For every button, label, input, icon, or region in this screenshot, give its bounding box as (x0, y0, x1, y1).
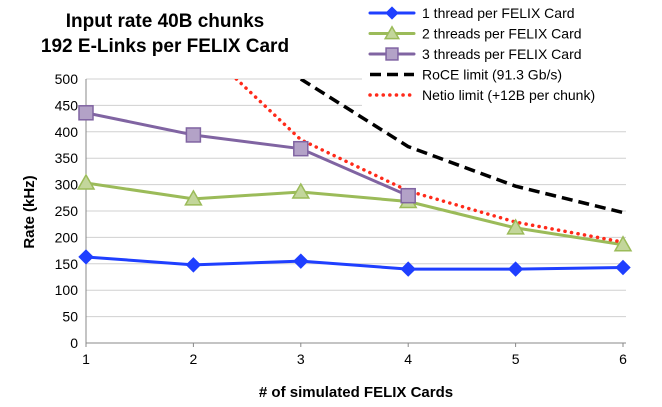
legend-label-2: 2 threads per FELIX Card (422, 26, 582, 42)
y-tick-label: 50 (62, 309, 78, 325)
data-point-series-1 (615, 259, 631, 276)
legend-label-3: 3 threads per FELIX Card (422, 46, 582, 62)
y-tick-label: 100 (55, 282, 79, 298)
series-line-4 (299, 79, 624, 215)
x-tick-label: 4 (404, 351, 412, 367)
legend-label-1: 1 thread per FELIX Card (422, 5, 575, 21)
x-tick-label: 6 (619, 351, 627, 367)
x-tick-label: 1 (82, 351, 90, 367)
x-axis-title: # of simulated FELIX Cards (259, 384, 453, 401)
data-point-series-1 (78, 249, 94, 265)
y-tick-label: 500 (55, 71, 79, 87)
y-tick-label: 0 (70, 335, 78, 351)
series-line-2 (86, 181, 625, 247)
data-point-series-2 (76, 173, 96, 190)
plot-area (86, 79, 625, 271)
legend-marker-3 (385, 47, 399, 61)
y-tick-label: 400 (55, 124, 79, 140)
y-tick-label: 250 (55, 203, 79, 219)
chart-title: Input rate 40B chunks (65, 11, 265, 32)
data-point-series-1 (293, 253, 309, 269)
data-point-series-1 (185, 257, 202, 273)
axes: 0 50 100 150 200 250 300 350 400 450 500 1 2 3 4 5 6 (55, 71, 627, 367)
data-point-series-2 (613, 235, 633, 252)
legend-label-4: RoCE limit (91.3 Gb/s) (422, 67, 562, 83)
y-tick-label: 450 (55, 97, 79, 113)
y-tick-label: 150 (55, 256, 79, 272)
data-point-series-1 (507, 261, 524, 277)
x-tick-label: 5 (512, 351, 520, 367)
data-point-series-3 (185, 127, 202, 143)
x-tick-label: 3 (297, 351, 305, 367)
chart-subtitle: 192 E-Links per FELIX Card (40, 36, 290, 57)
data-point-series-2 (291, 182, 311, 199)
legend: 1 thread per FELIX Card 2 threads per FEL… (362, 1, 660, 112)
series-line-1 (86, 255, 625, 271)
data-point-series-3 (293, 140, 309, 157)
data-point-series-3 (78, 105, 94, 121)
legend-background (362, 1, 660, 112)
data-point-series-1 (400, 261, 416, 277)
y-tick-label: 350 (55, 150, 79, 166)
y-tick-label: 200 (55, 229, 79, 245)
data-point-series-3 (400, 187, 416, 204)
legend-label-5: Netio limit (+12B per chunk) (422, 87, 595, 103)
series-line-5 (234, 79, 625, 244)
data-point-series-2 (506, 218, 525, 235)
y-axis-title: Rate (kHz) (21, 175, 38, 248)
data-point-series-2 (184, 189, 203, 206)
series-line-3 (86, 111, 410, 198)
legend-marker-1 (385, 6, 399, 20)
markers (76, 105, 633, 277)
x-tick-label: 2 (190, 351, 198, 367)
y-tick-label: 300 (55, 177, 79, 193)
legend-marker-2 (383, 25, 401, 40)
